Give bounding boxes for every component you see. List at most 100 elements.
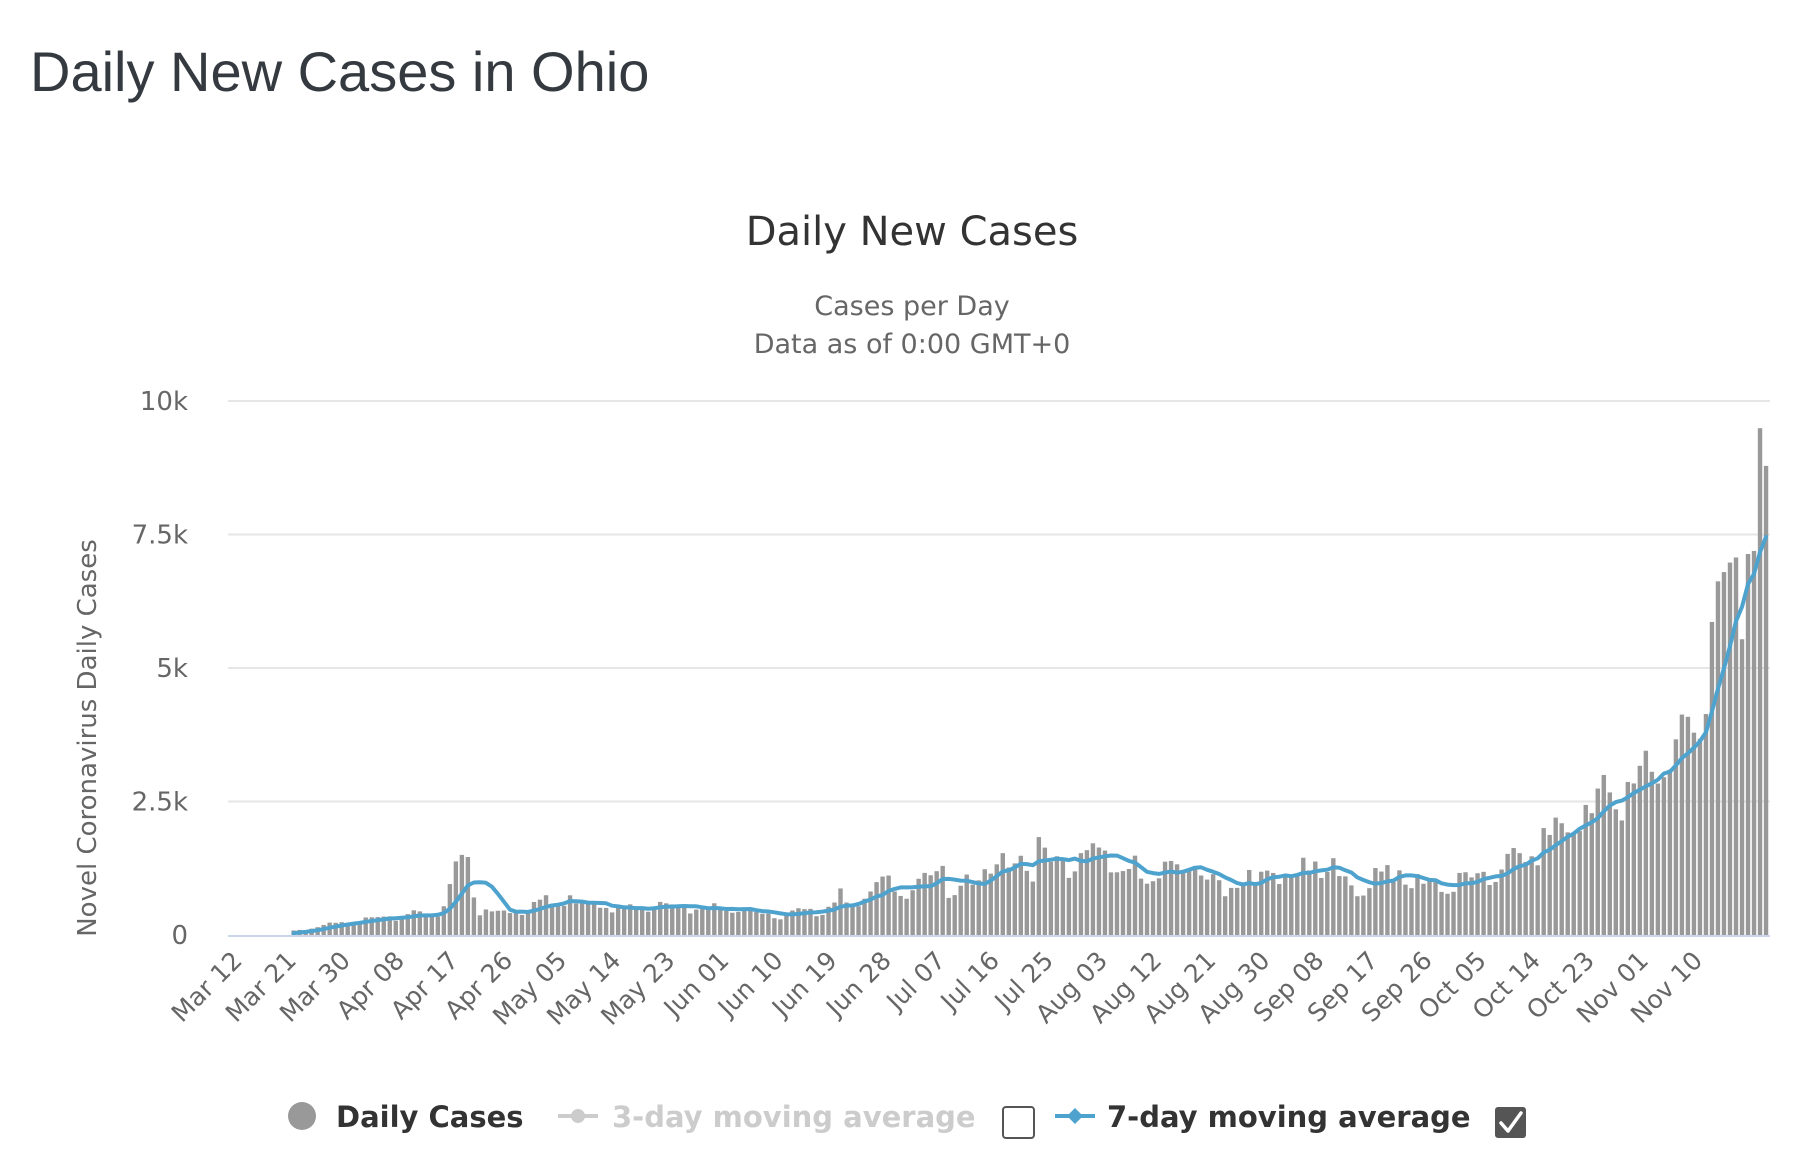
chart-subtitle-line-2: Data as of 0:00 GMT+0 bbox=[754, 329, 1071, 360]
daily-cases-bar bbox=[1361, 895, 1366, 935]
daily-cases-bar bbox=[1703, 714, 1709, 935]
daily-cases-bar bbox=[591, 904, 597, 935]
daily-cases-bar bbox=[862, 898, 867, 935]
daily-cases-bar bbox=[1751, 550, 1757, 935]
three-day-average-checkbox[interactable] bbox=[1002, 1106, 1035, 1139]
daily-cases-bar bbox=[946, 897, 951, 935]
daily-cases-bar bbox=[555, 905, 561, 935]
daily-cases-bar bbox=[1727, 562, 1733, 935]
daily-cases-bar bbox=[1120, 871, 1126, 935]
daily-cases-bar bbox=[399, 918, 404, 935]
daily-cases-bar bbox=[429, 916, 435, 935]
daily-cases-bar bbox=[609, 912, 615, 935]
daily-cases-bar bbox=[1667, 769, 1673, 935]
daily-cases-bar bbox=[886, 875, 891, 935]
daily-cases-bar bbox=[1439, 891, 1444, 935]
daily-cases-bar bbox=[1018, 855, 1024, 935]
legend-label-3-day-average: 3-day moving average bbox=[612, 1100, 976, 1134]
daily-cases-bar bbox=[1643, 750, 1649, 935]
daily-cases-bar bbox=[1757, 428, 1763, 935]
daily-cases-bar bbox=[1739, 639, 1745, 935]
daily-cases-bar bbox=[1655, 783, 1661, 935]
daily-cases-bar bbox=[1715, 581, 1721, 935]
daily-cases-bar bbox=[1523, 862, 1528, 935]
daily-cases-bar bbox=[754, 911, 759, 935]
daily-cases-bar bbox=[453, 861, 459, 935]
daily-cases-bar bbox=[1126, 869, 1132, 935]
daily-cases-bar bbox=[904, 898, 909, 935]
daily-cases-bar bbox=[1216, 880, 1222, 935]
daily-cases-bar bbox=[393, 920, 398, 935]
daily-cases-bar bbox=[958, 885, 963, 935]
daily-cases-bar bbox=[1619, 820, 1625, 935]
daily-cases-bar bbox=[1228, 887, 1234, 935]
daily-cases-bar bbox=[621, 908, 627, 935]
daily-cases-bar bbox=[1313, 861, 1318, 935]
daily-cases-bar bbox=[567, 895, 573, 935]
daily-cases-bar bbox=[573, 903, 579, 935]
legend-item-7-day-average[interactable]: 7-day moving average bbox=[1055, 1100, 1471, 1134]
daily-cases-bar bbox=[784, 913, 789, 935]
daily-cases-bar bbox=[820, 914, 825, 935]
daily-cases-bar bbox=[1481, 871, 1486, 935]
daily-cases-bar bbox=[1355, 896, 1360, 935]
daily-cases-bar bbox=[1457, 872, 1462, 935]
daily-cases-bar bbox=[1469, 877, 1474, 935]
daily-cases-bar bbox=[405, 914, 410, 935]
daily-cases-bar bbox=[549, 903, 555, 935]
daily-cases-bar bbox=[1553, 817, 1558, 935]
daily-cases-bar bbox=[495, 910, 501, 935]
daily-cases-bar bbox=[1589, 813, 1594, 935]
daily-cases-bar bbox=[1511, 848, 1516, 935]
moving-average-lines bbox=[291, 534, 1768, 936]
daily-cases-bar bbox=[1577, 831, 1582, 935]
daily-cases-bar bbox=[700, 909, 705, 935]
chart-subtitle-line-1: Cases per Day bbox=[814, 291, 1009, 322]
legend-item-daily-cases[interactable]: Daily Cases bbox=[288, 1100, 524, 1134]
daily-cases-bar bbox=[483, 909, 489, 935]
daily-cases-bar bbox=[796, 908, 801, 935]
seven-day-average-checkbox[interactable] bbox=[1495, 1107, 1526, 1138]
daily-cases-bar bbox=[513, 911, 519, 935]
daily-cases-bar bbox=[489, 911, 495, 935]
daily-cases-bar bbox=[1066, 877, 1072, 935]
seven-day-legend-marker bbox=[1067, 1108, 1083, 1124]
daily-cases-bar bbox=[579, 902, 585, 935]
daily-cases-bar bbox=[1571, 833, 1576, 935]
daily-cases-bar bbox=[1679, 714, 1685, 935]
daily-cases-bar bbox=[1036, 837, 1042, 935]
daily-cases-bar bbox=[435, 916, 441, 935]
daily-cases-bar bbox=[1114, 872, 1120, 935]
daily-cases-bar bbox=[1156, 878, 1162, 935]
daily-cases-bar bbox=[1192, 866, 1198, 935]
daily-cases-bar bbox=[844, 902, 849, 935]
daily-cases-bar bbox=[880, 876, 885, 935]
y-tick-label: 5k bbox=[156, 654, 188, 684]
daily-cases-bar bbox=[1385, 865, 1390, 935]
daily-cases-bar bbox=[1078, 853, 1084, 935]
daily-cases-bar bbox=[1445, 893, 1450, 935]
daily-cases-bar bbox=[898, 895, 903, 935]
daily-cases-bar bbox=[1084, 850, 1090, 935]
legend-item-3-day-average[interactable]: 3-day moving average bbox=[558, 1100, 976, 1134]
daily-cases-bar bbox=[1661, 777, 1667, 935]
daily-cases-bar bbox=[1697, 738, 1703, 935]
daily-cases-bar bbox=[652, 909, 657, 935]
daily-cases-bar bbox=[1204, 879, 1210, 935]
daily-cases-bar bbox=[1000, 853, 1005, 935]
x-tick-label: Jul 07 bbox=[880, 946, 951, 1017]
daily-cases-bar bbox=[1517, 853, 1522, 935]
daily-cases-bar bbox=[760, 913, 765, 935]
daily-cases-bar bbox=[411, 910, 416, 935]
daily-cases-bar bbox=[922, 872, 927, 935]
daily-cases-bar bbox=[1583, 804, 1588, 935]
daily-cases-bar bbox=[1487, 885, 1492, 935]
daily-cases-bar bbox=[357, 921, 362, 935]
daily-cases-bar bbox=[1397, 870, 1402, 935]
daily-cases-bar bbox=[1463, 872, 1468, 935]
daily-cases-bar bbox=[772, 918, 777, 935]
daily-cases-bar bbox=[1222, 896, 1228, 935]
daily-cases-bar bbox=[706, 909, 711, 935]
daily-cases-bar bbox=[1307, 870, 1312, 935]
